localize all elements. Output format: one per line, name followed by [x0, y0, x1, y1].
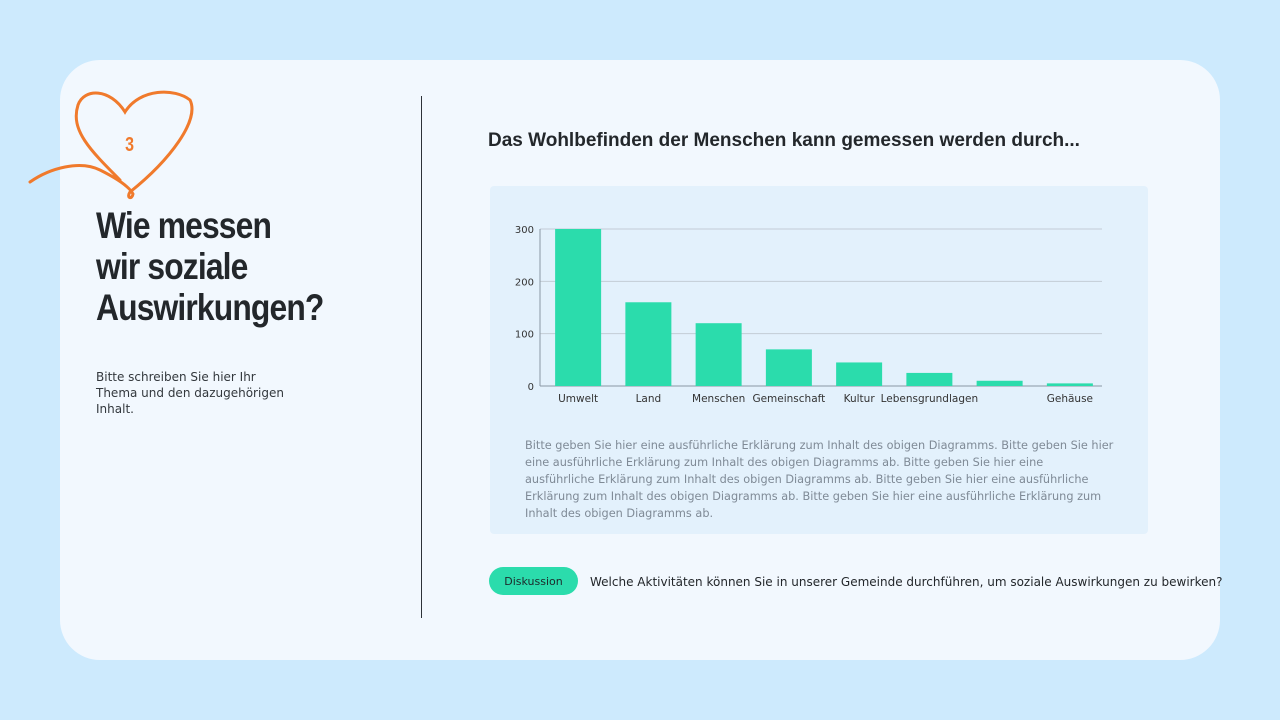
chart-heading: Das Wohlbefinden der Menschen kann gemes… — [488, 130, 1080, 151]
x-tick-label: Menschen — [692, 393, 745, 405]
discussion-question: Welche Aktivitäten können Sie in unserer… — [590, 575, 1223, 589]
x-tick-label: Umwelt — [558, 393, 598, 405]
y-tick-label: 0 — [528, 382, 534, 393]
slide-number: 3 — [125, 134, 135, 156]
bar — [1046, 383, 1093, 386]
discussion-badge[interactable]: Diskussion — [489, 567, 578, 595]
y-tick-label: 100 — [515, 330, 534, 341]
x-tick-label: Lebensgrundlagen — [881, 393, 978, 405]
heart-icon — [28, 90, 194, 200]
bar — [976, 380, 1023, 386]
x-tick-label: Gehäuse — [1047, 393, 1093, 405]
y-tick-label: 200 — [515, 277, 534, 288]
bar — [765, 349, 812, 386]
slide-title: Wie messen wir soziale Auswirkungen? — [96, 205, 324, 328]
y-tick-label: 300 — [515, 225, 534, 236]
bar — [555, 229, 602, 386]
x-tick-label: Kultur — [844, 393, 876, 405]
divider — [421, 96, 422, 618]
bar — [695, 323, 742, 386]
bar — [906, 372, 953, 386]
bar — [836, 362, 883, 386]
slide-subtitle: Bitte schreiben Sie hier Ihr Thema und d… — [96, 370, 284, 416]
bar-chart: 0 100 200 300 Umwelt Land Menschen Gemeinschaft… — [515, 225, 1102, 405]
chart-explanation: Bitte geben Sie hier eine ausführliche E… — [525, 439, 1114, 520]
bar — [625, 302, 672, 386]
x-tick-label: Gemeinschaft — [752, 393, 825, 405]
x-tick-label: Land — [636, 393, 662, 405]
